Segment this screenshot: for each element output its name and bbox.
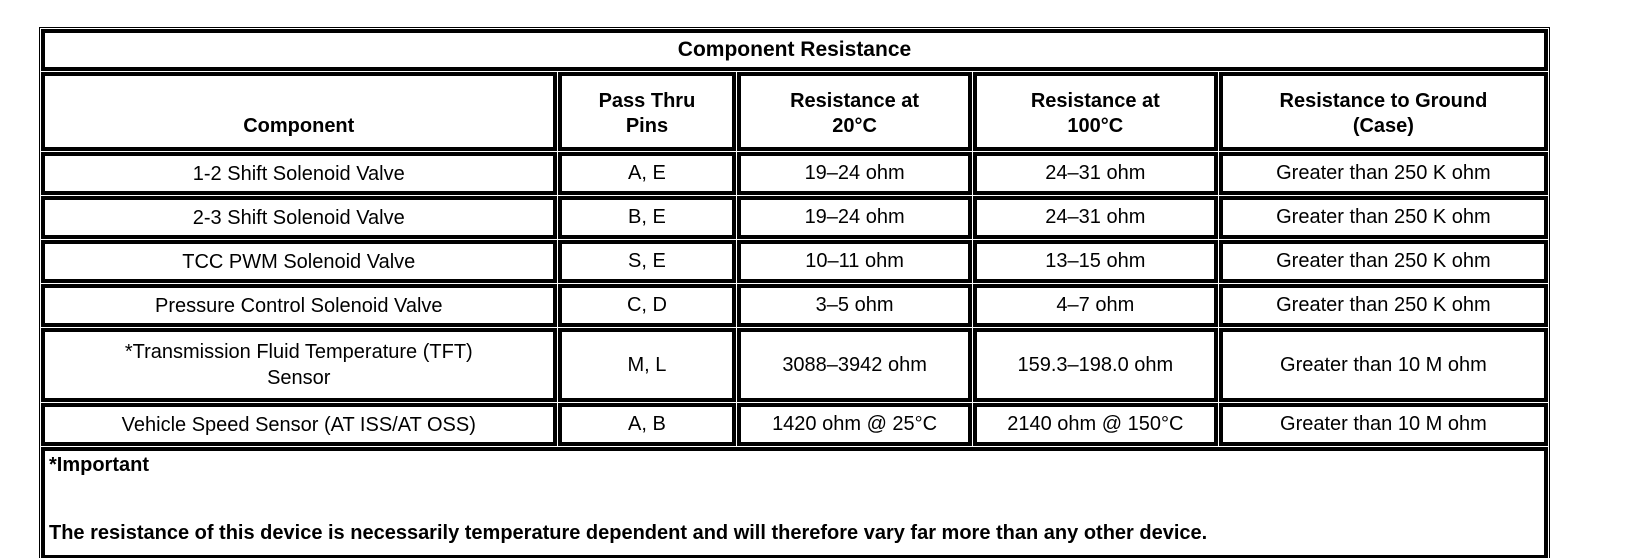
pins-cell: C, D — [557, 284, 737, 327]
resistance-20c-cell: 3–5 ohm — [737, 284, 972, 327]
resistance-20c-cell: 19–24 ohm — [737, 196, 972, 239]
resistance-100c-cell: 159.3–198.0 ohm — [972, 328, 1218, 402]
table-title: Component Resistance — [41, 29, 1548, 71]
footnote: *Important The resistance of this device… — [41, 447, 1548, 558]
resistance-ground-cell: Greater than 10 M ohm — [1218, 403, 1548, 446]
component-cell: Vehicle Speed Sensor (AT ISS/AT OSS) — [41, 403, 557, 446]
title-row: Component Resistance — [41, 29, 1548, 71]
resistance-20c-cell: 10–11 ohm — [737, 240, 972, 283]
table-row: *Transmission Fluid Temperature (TFT) Se… — [41, 328, 1548, 402]
resistance-ground-cell: Greater than 250 K ohm — [1218, 284, 1548, 327]
pins-cell: A, B — [557, 403, 737, 446]
component-cell: TCC PWM Solenoid Valve — [41, 240, 557, 283]
resistance-100c-cell: 2140 ohm @ 150°C — [972, 403, 1218, 446]
component-cell: *Transmission Fluid Temperature (TFT) Se… — [41, 328, 557, 402]
column-header-pass-thru-pins: Pass Thru Pins — [557, 72, 737, 151]
resistance-100c-cell: 24–31 ohm — [972, 196, 1218, 239]
footnote-heading: *Important — [49, 454, 149, 476]
table-row: Pressure Control Solenoid Valve C, D 3–5… — [41, 284, 1548, 327]
resistance-20c-cell: 19–24 ohm — [737, 152, 972, 195]
column-header-resistance-to-ground: Resistance to Ground (Case) — [1218, 72, 1548, 151]
table-row: TCC PWM Solenoid Valve S, E 10–11 ohm 13… — [41, 240, 1548, 283]
column-header-component: Component — [41, 72, 557, 151]
resistance-100c-cell: 24–31 ohm — [972, 152, 1218, 195]
resistance-20c-cell: 3088–3942 ohm — [737, 328, 972, 402]
resistance-100c-cell: 13–15 ohm — [972, 240, 1218, 283]
component-resistance-table: Component Resistance Component Pass Thru… — [39, 27, 1550, 558]
pins-cell: S, E — [557, 240, 737, 283]
table-row: 2-3 Shift Solenoid Valve B, E 19–24 ohm … — [41, 196, 1548, 239]
resistance-100c-cell: 4–7 ohm — [972, 284, 1218, 327]
component-cell: 1-2 Shift Solenoid Valve — [41, 152, 557, 195]
column-header-resistance-20c: Resistance at 20°C — [737, 72, 972, 151]
header-row: Component Pass Thru Pins Resistance at 2… — [41, 72, 1548, 151]
component-cell: Pressure Control Solenoid Valve — [41, 284, 557, 327]
column-header-resistance-100c: Resistance at 100°C — [972, 72, 1218, 151]
resistance-ground-cell: Greater than 10 M ohm — [1218, 328, 1548, 402]
footnote-text: The resistance of this device is necessa… — [49, 522, 1208, 544]
pins-cell: B, E — [557, 196, 737, 239]
table-row: Vehicle Speed Sensor (AT ISS/AT OSS) A, … — [41, 403, 1548, 446]
footnote-row: *Important The resistance of this device… — [41, 447, 1548, 558]
resistance-20c-cell: 1420 ohm @ 25°C — [737, 403, 972, 446]
resistance-ground-cell: Greater than 250 K ohm — [1218, 196, 1548, 239]
pins-cell: A, E — [557, 152, 737, 195]
resistance-ground-cell: Greater than 250 K ohm — [1218, 240, 1548, 283]
table-row: 1-2 Shift Solenoid Valve A, E 19–24 ohm … — [41, 152, 1548, 195]
pins-cell: M, L — [557, 328, 737, 402]
component-cell: 2-3 Shift Solenoid Valve — [41, 196, 557, 239]
resistance-ground-cell: Greater than 250 K ohm — [1218, 152, 1548, 195]
